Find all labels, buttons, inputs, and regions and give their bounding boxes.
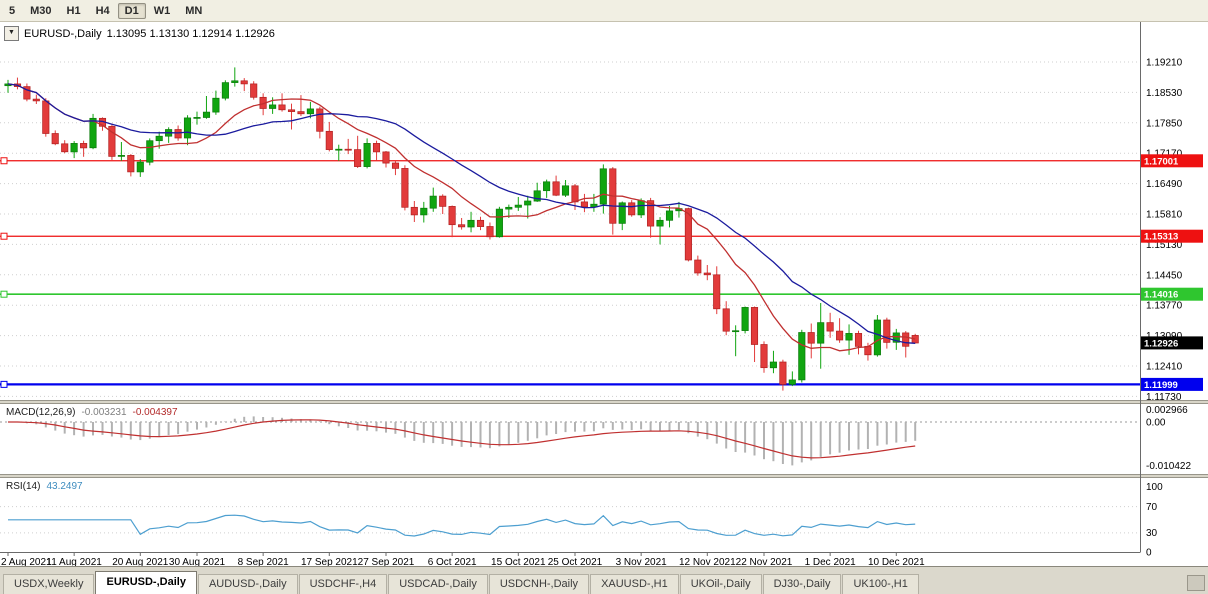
tab-usdcad-daily[interactable]: USDCAD-,Daily [388,574,488,594]
svg-text:1.14450: 1.14450 [1146,270,1183,281]
chart-tabs-bar: USDX,Weekly EURUSD-,Daily AUDUSD-,Daily … [0,566,1208,594]
tabbar-scroll-button[interactable] [1187,575,1205,591]
svg-text:1 Dec 2021: 1 Dec 2021 [805,557,857,566]
svg-text:10 Dec 2021: 10 Dec 2021 [868,557,925,566]
timeframe-button-d1[interactable]: D1 [117,2,146,19]
tab-ukoil-daily[interactable]: UKOil-,Daily [679,574,762,594]
svg-text:12 Nov 2021: 12 Nov 2021 [679,557,736,566]
svg-text:27 Sep 2021: 27 Sep 2021 [358,557,415,566]
svg-text:0.00: 0.00 [1146,418,1166,429]
timeframe-button-mn[interactable]: MN [178,3,209,19]
svg-text:1.13770: 1.13770 [1146,301,1183,312]
timeframe-button-h4[interactable]: H4 [89,3,117,19]
price-chart-canvas[interactable]: 1.19210 1.18530 1.17850 1.17170 1.16490 1.158… [0,22,1208,566]
svg-text:1.17170: 1.17170 [1146,149,1183,160]
tab-eurusd-daily[interactable]: EURUSD-,Daily [95,571,197,594]
tab-audusd-daily[interactable]: AUDUSD-,Daily [197,574,298,594]
tab-usdcnh-daily[interactable]: USDCNH-,Daily [488,574,590,594]
svg-text:1.12410: 1.12410 [1146,362,1183,373]
timeframe-button-m30[interactable]: M30 [23,3,58,19]
tab-uk100-h1[interactable]: UK100-,H1 [842,574,919,594]
svg-text:1.16490: 1.16490 [1146,179,1183,190]
tab-xauusd-h1[interactable]: XAUUSD-,H1 [590,574,679,594]
svg-text:30: 30 [1146,528,1158,539]
svg-text:-0.010422: -0.010422 [1146,461,1191,472]
svg-text:8 Sep 2021: 8 Sep 2021 [238,557,290,566]
svg-text:17 Sep 2021: 17 Sep 2021 [301,557,358,566]
svg-text:3 Nov 2021: 3 Nov 2021 [616,557,668,566]
svg-text:0: 0 [1146,548,1152,559]
svg-text:11 Aug 2021: 11 Aug 2021 [46,557,102,566]
svg-text:100: 100 [1146,482,1163,493]
timeframe-toolbar: 5 M30 H1 H4 D1 W1 MN [0,0,1208,22]
svg-text:1.17001: 1.17001 [1144,156,1179,167]
svg-text:2 Aug 2021: 2 Aug 2021 [1,557,52,566]
svg-text:1.18530: 1.18530 [1146,88,1183,99]
svg-text:1.12926: 1.12926 [1144,338,1178,349]
tab-usdx-weekly[interactable]: USDX,Weekly [3,574,95,594]
tab-usdchf-h4[interactable]: USDCHF-,H4 [298,574,388,594]
svg-text:1.15313: 1.15313 [1144,232,1178,243]
svg-text:15 Oct 2021: 15 Oct 2021 [491,557,546,566]
svg-text:1.15130: 1.15130 [1146,240,1183,251]
tab-dj30-daily[interactable]: DJ30-,Daily [762,574,842,594]
timeframe-button-m5[interactable]: 5 [2,3,22,19]
svg-text:1.19210: 1.19210 [1146,58,1183,69]
svg-text:6 Oct 2021: 6 Oct 2021 [428,557,477,566]
svg-text:1.15810: 1.15810 [1146,210,1183,221]
svg-text:1.11730: 1.11730 [1146,392,1182,403]
svg-text:25 Oct 2021: 25 Oct 2021 [548,557,603,566]
svg-text:70: 70 [1146,502,1158,513]
svg-text:30 Aug 2021: 30 Aug 2021 [169,557,226,566]
timeframe-button-h1[interactable]: H1 [60,3,88,19]
svg-text:1.14016: 1.14016 [1144,290,1178,301]
chart-window: ▼ EURUSD-,Daily 1.13095 1.13130 1.12914 … [0,22,1208,566]
timeframe-button-w1[interactable]: W1 [147,3,178,19]
svg-text:1.11999: 1.11999 [1144,380,1178,391]
svg-text:20 Aug 2021: 20 Aug 2021 [112,557,169,566]
svg-text:0.002966: 0.002966 [1146,405,1188,416]
svg-text:1.17850: 1.17850 [1146,118,1183,129]
svg-text:22 Nov 2021: 22 Nov 2021 [736,557,793,566]
symbol-dropdown-icon[interactable]: ▼ [4,26,19,41]
